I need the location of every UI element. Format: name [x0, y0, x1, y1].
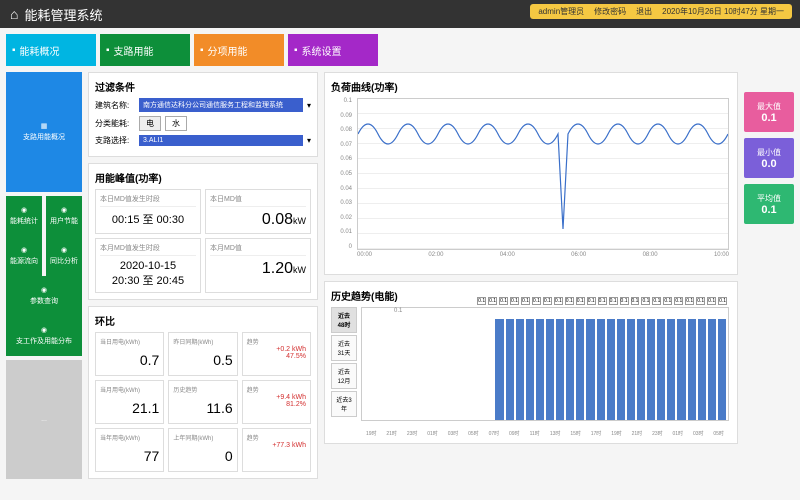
load-chart-panel: 负荷曲线(功率) 0.10.090.080.070.060.050.040.03… — [324, 72, 738, 275]
change-pwd-link[interactable]: 修改密码 — [594, 6, 626, 17]
hist-bar-30 — [667, 319, 675, 420]
hist-bar-22 — [586, 319, 594, 420]
hist-bar-20 — [566, 319, 574, 420]
dropdown-icon[interactable]: ▾ — [307, 101, 311, 110]
nav-icon: ▪ — [12, 45, 16, 56]
nav-icon: ▪ — [200, 45, 204, 56]
hist-bar-35 — [718, 319, 726, 420]
filter-value-2[interactable]: 3.ALI1 — [139, 135, 303, 146]
ring-title: 环比 — [95, 313, 311, 328]
hist-bar-26 — [627, 319, 635, 420]
sidebar: ▦ 支路用能概况 ◉能耗统计◉用户节能◉能源流向◉同比分析◉参数查询◉支工作及用… — [6, 72, 82, 479]
hist-bar-13 — [495, 319, 503, 420]
hist-bar-19 — [556, 319, 564, 420]
hist-tab-2[interactable]: 近去12月 — [331, 363, 357, 389]
tile-icon: ◉ — [21, 206, 27, 214]
tile-icon: ◉ — [61, 206, 67, 214]
hist-bar-33 — [698, 319, 706, 420]
sidebar-tile-1-0[interactable]: ◉能源流向 — [6, 236, 42, 276]
stat-card-0: 最大值0.1 — [744, 92, 794, 132]
stat-card-1: 最小值0.0 — [744, 138, 794, 178]
stat-card-2: 平均值0.1 — [744, 184, 794, 224]
tile-icon: ◉ — [41, 286, 47, 294]
filter-btn-电[interactable]: 电 — [139, 116, 161, 131]
nav-icon: ▪ — [106, 45, 110, 56]
app-header: ⌂ 能耗管理系统 admin管理员 修改密码 退出 2020年10月26日 10… — [0, 0, 800, 28]
peak-cell-2: 本月MD值发生时段2020-10-1520:30 至 20:45 — [95, 238, 201, 293]
sidebar-tile-1-1[interactable]: ◉同比分析 — [46, 236, 82, 276]
peak-cell-1: 本日MD值0.08kW — [205, 189, 311, 234]
peak-title: 用能峰值(功率) — [95, 170, 311, 185]
hist-tab-0[interactable]: 近去48时 — [331, 307, 357, 333]
history-panel: 历史趋势(电能) 近去48时近去31天近去12月近去3年 -----------… — [324, 281, 738, 444]
ring-cell-7: 上年同期(kWh)0 — [168, 428, 237, 472]
sidebar-tile-0-1[interactable]: ◉用户节能 — [46, 196, 82, 236]
filter-label-2: 支路选择: — [95, 135, 135, 146]
hist-bar-28 — [647, 319, 655, 420]
peak-panel: 用能峰值(功率) 本日MD值发生时段00:15 至 00:30本日MD值0.08… — [88, 163, 318, 300]
ring-cell-4: 历史趋势11.6 — [168, 380, 237, 424]
hist-tab-1[interactable]: 近去31天 — [331, 335, 357, 361]
history-chart: 近去48时近去31天近去12月近去3年 -------------0.10.10… — [331, 307, 731, 437]
filter-btn-水[interactable]: 水 — [165, 116, 187, 131]
hist-bar-14 — [506, 319, 514, 420]
peak-cell-3: 本月MD值1.20kW — [205, 238, 311, 293]
calendar-icon: ▦ — [41, 122, 48, 130]
tile-icon: ◉ — [21, 246, 27, 254]
hist-bar-32 — [688, 319, 696, 420]
filter-panel: 过滤条件 建筑名称: 南方通信达科分公司通信服务工程和监理系统 ▾ 分类能耗: 电水支路… — [88, 72, 318, 157]
filter-label-1: 分类能耗: — [95, 118, 135, 129]
hist-bar-24 — [607, 319, 615, 420]
hist-tab-3[interactable]: 近去3年 — [331, 391, 357, 417]
hist-bar-15 — [516, 319, 524, 420]
sidebar-more[interactable]: ... — [6, 360, 82, 480]
sidebar-tile-3-0[interactable]: ◉支工作及用能分布 — [6, 316, 82, 356]
home-icon[interactable]: ⌂ — [10, 6, 18, 22]
hist-bar-16 — [526, 319, 534, 420]
hist-bar-34 — [708, 319, 716, 420]
sidebar-main-tile[interactable]: ▦ 支路用能概况 — [6, 72, 82, 192]
ring-cell-5: 趋势+9.4 kWh81.2% — [242, 380, 311, 424]
hist-bar-18 — [546, 319, 554, 420]
filter-title: 过滤条件 — [95, 79, 311, 94]
filter-value-0[interactable]: 南方通信达科分公司通信服务工程和监理系统 — [139, 98, 303, 112]
hist-bar-29 — [657, 319, 665, 420]
load-chart-title: 负荷曲线(功率) — [331, 79, 731, 94]
top-nav: ▪能耗概况▪支路用能▪分项用能▪系统设置 — [0, 28, 800, 72]
dropdown-icon[interactable]: ▾ — [307, 136, 311, 145]
hist-bar-27 — [637, 319, 645, 420]
ring-cell-3: 当月用电(kWh)21.1 — [95, 380, 164, 424]
ring-cell-8: 趋势+77.3 kWh — [242, 428, 311, 472]
ring-panel: 环比 当日用电(kWh)0.7昨日同期(kWh)0.5趋势+0.2 kWh47.… — [88, 306, 318, 479]
topnav-item-1[interactable]: ▪支路用能 — [100, 34, 190, 66]
hist-bar-21 — [576, 319, 584, 420]
hist-bar-17 — [536, 319, 544, 420]
datetime-label: 2020年10月26日 10时47分 星期一 — [662, 6, 784, 17]
topnav-item-3[interactable]: ▪系统设置 — [288, 34, 378, 66]
hist-bar-25 — [617, 319, 625, 420]
sidebar-tile-0-0[interactable]: ◉能耗统计 — [6, 196, 42, 236]
user-bar: admin管理员 修改密码 退出 2020年10月26日 10时47分 星期一 — [530, 4, 792, 19]
topnav-item-2[interactable]: ▪分项用能 — [194, 34, 284, 66]
ring-cell-1: 昨日同期(kWh)0.5 — [168, 332, 237, 376]
peak-cell-0: 本日MD值发生时段00:15 至 00:30 — [95, 189, 201, 234]
sidebar-tile-2-0[interactable]: ◉参数查询 — [6, 276, 82, 316]
app-title: 能耗管理系统 — [24, 5, 102, 24]
tile-icon: ◉ — [61, 246, 67, 254]
hist-bar-31 — [677, 319, 685, 420]
exit-link[interactable]: 退出 — [636, 6, 652, 17]
hist-bar-23 — [597, 319, 605, 420]
topnav-item-0[interactable]: ▪能耗概况 — [6, 34, 96, 66]
ring-cell-2: 趋势+0.2 kWh47.5% — [242, 332, 311, 376]
nav-icon: ▪ — [294, 45, 298, 56]
tile-icon: ◉ — [41, 326, 47, 334]
ring-cell-0: 当日用电(kWh)0.7 — [95, 332, 164, 376]
ring-cell-6: 当年用电(kWh)77 — [95, 428, 164, 472]
filter-label-0: 建筑名称: — [95, 100, 135, 111]
user-name[interactable]: admin管理员 — [538, 6, 584, 17]
load-chart: 0.10.090.080.070.060.050.040.030.020.010… — [331, 98, 731, 268]
